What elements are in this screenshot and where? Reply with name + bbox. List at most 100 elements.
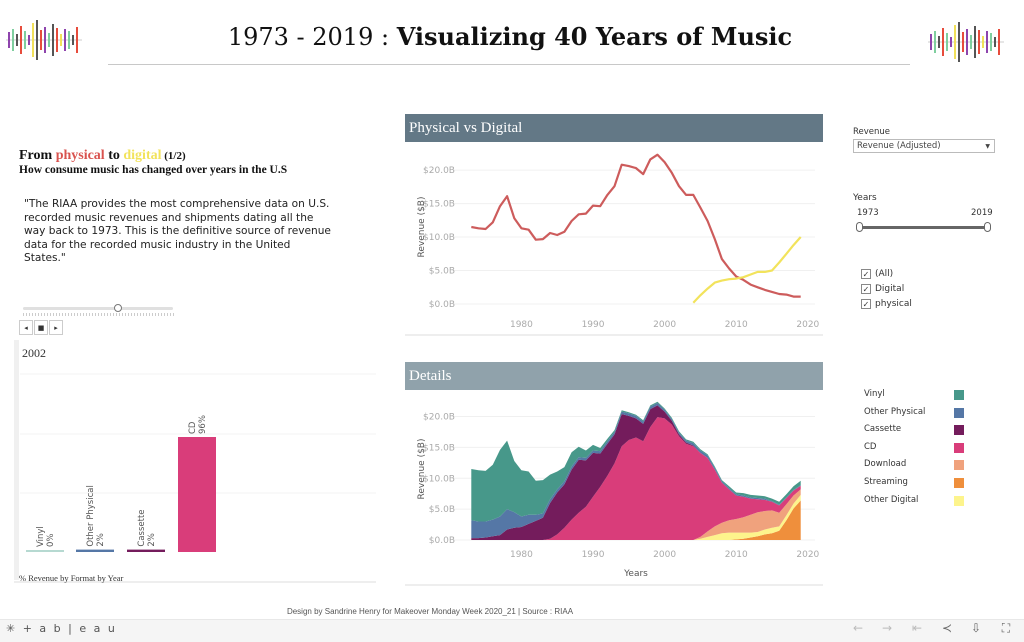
- stop-button[interactable]: ■: [34, 320, 48, 335]
- y-tick-label: $20.0B: [423, 413, 455, 423]
- bar-chart-caption: % Revenue by Format by Year: [19, 573, 124, 583]
- area-download: [471, 489, 801, 540]
- y-tick-label: $5.0B: [429, 267, 455, 277]
- revenue-dropdown-value: Revenue (Adjusted): [857, 141, 941, 151]
- y-tick-label: $10.0B: [423, 233, 455, 243]
- legend-label-other-digital[interactable]: Other Digital: [864, 494, 919, 505]
- physical-vs-digital-chart: $0.0B $5.0B $10.0B $15.0B $20.0B 1980 1990 2000…: [405, 142, 823, 336]
- credit-text: Design by Sandrine Henry for Makeover Mo…: [286, 607, 574, 616]
- equalizer-bar: [938, 36, 940, 48]
- legend-label-vinyl[interactable]: Vinyl: [864, 389, 885, 399]
- legend-label-download[interactable]: Download: [864, 459, 907, 470]
- legend-label-cd[interactable]: CD: [864, 441, 877, 452]
- details-header: Details: [405, 362, 823, 390]
- year-playback-thumb[interactable]: [114, 304, 122, 312]
- fullscreen-icon[interactable]: ⛶: [1001, 621, 1011, 635]
- equalizer-bar: [958, 22, 960, 62]
- x-tick-label: 2010: [725, 550, 748, 560]
- area-cd: [471, 417, 801, 540]
- x-tick-label: 1980: [510, 550, 533, 560]
- bar-category-label: Vinyl: [36, 526, 46, 547]
- bar-value-label: 2%: [96, 533, 106, 547]
- equalizer-bar: [60, 34, 62, 46]
- checkbox-all-label: (All): [875, 269, 894, 279]
- equalizer-bar: [930, 34, 932, 50]
- share-icon[interactable]: ≺: [941, 621, 953, 635]
- bar-category-label: Cassette: [137, 509, 147, 546]
- legend-swatch: [954, 390, 964, 400]
- download-icon[interactable]: ⇩: [970, 621, 982, 635]
- year-playback-ticks: [23, 313, 175, 316]
- legend-label-other-physical[interactable]: Other Physical: [864, 406, 926, 417]
- checkbox-physical[interactable]: ✓ physical: [861, 299, 912, 309]
- x-tick-label: 2000: [653, 550, 676, 560]
- x-tick-label: 1980: [510, 320, 533, 330]
- equalizer-bar: [982, 36, 984, 48]
- equalizer-bar: [12, 29, 14, 51]
- equalizer-bar: [52, 24, 54, 56]
- tableau-logo[interactable]: ✳ + a b | e a u: [6, 622, 117, 635]
- years-range-min-handle[interactable]: [856, 222, 863, 232]
- y-tick-label: $0.0B: [429, 536, 455, 546]
- riaa-quote: "The RIAA provides the most comprehensiv…: [24, 198, 331, 265]
- checkbox-digital-box[interactable]: ✓: [861, 284, 871, 294]
- years-range-max-handle[interactable]: [984, 222, 991, 232]
- legend-label-cassette[interactable]: Cassette: [864, 424, 902, 435]
- revenue-dropdown[interactable]: Revenue (Adjusted) ▼: [853, 139, 995, 153]
- bar-value-label: 0%: [46, 534, 56, 548]
- story-title: From physical to digital (1/2): [19, 148, 186, 164]
- bar-value-label: 96%: [198, 415, 208, 434]
- x-axis-label: Years: [623, 569, 648, 579]
- years-min-value: 1973: [857, 208, 879, 218]
- y-tick-label: $20.0B: [423, 166, 455, 176]
- redo-icon[interactable]: →: [881, 621, 893, 635]
- equalizer-bar: [970, 35, 972, 49]
- legend-swatch: [954, 442, 964, 453]
- next-year-button[interactable]: ▸: [49, 320, 63, 335]
- bar-category-label: CD: [188, 421, 198, 434]
- checkbox-all-box[interactable]: ✓: [861, 269, 871, 279]
- story-page-indicator: (1/2): [161, 150, 186, 162]
- bar-category-label: Other Physical: [86, 485, 96, 546]
- bar-cassette: [127, 549, 165, 552]
- bar-cd: [178, 437, 216, 552]
- equalizer-bar: [68, 31, 70, 49]
- y-tick-label: $5.0B: [429, 505, 455, 515]
- equalizer-bar: [24, 31, 26, 49]
- story-title-digital: digital: [123, 148, 162, 163]
- equalizer-bar: [8, 32, 10, 48]
- revert-icon[interactable]: ⇤: [911, 621, 923, 635]
- years-range-track[interactable]: [859, 226, 989, 229]
- title-prefix: 1973 - 2019 :: [227, 23, 397, 51]
- checkbox-digital[interactable]: ✓ Digital: [861, 284, 904, 294]
- y-tick-label: $10.0B: [423, 474, 455, 484]
- tableau-toolbar: [0, 619, 1024, 642]
- stop-icon: ■: [37, 323, 45, 332]
- series-line-digital: [692, 236, 802, 304]
- area-vinyl: [471, 401, 801, 522]
- legend-label-streaming[interactable]: Streaming: [864, 477, 908, 487]
- x-tick-label: 1990: [582, 550, 605, 560]
- prev-year-button[interactable]: ◂: [19, 320, 33, 335]
- years-max-value: 2019: [971, 208, 993, 218]
- story-title-physical: physical: [55, 148, 105, 163]
- title-divider: [108, 64, 910, 65]
- bar-chart-year: 2002: [22, 346, 46, 360]
- equalizer-bar: [64, 29, 66, 51]
- x-tick-label: 2010: [725, 320, 748, 330]
- checkbox-all[interactable]: ✓ (All): [861, 269, 893, 279]
- x-tick-label: 2020: [796, 320, 819, 330]
- story-title-from: From: [19, 148, 56, 163]
- checkbox-physical-box[interactable]: ✓: [861, 299, 871, 309]
- equalizer-bar: [76, 27, 78, 53]
- equalizer-bar: [16, 34, 18, 46]
- equalizer-bar: [32, 23, 34, 57]
- equalizer-bar: [36, 20, 38, 60]
- y-axis-label: Revenue ($B): [417, 197, 427, 258]
- undo-icon[interactable]: ←: [852, 621, 864, 635]
- checkbox-digital-label: Digital: [875, 284, 905, 294]
- series-line-physical: [471, 153, 801, 298]
- equalizer-bar: [48, 33, 50, 47]
- equalizer-bar: [986, 31, 988, 53]
- year-playback-slider[interactable]: [23, 307, 173, 310]
